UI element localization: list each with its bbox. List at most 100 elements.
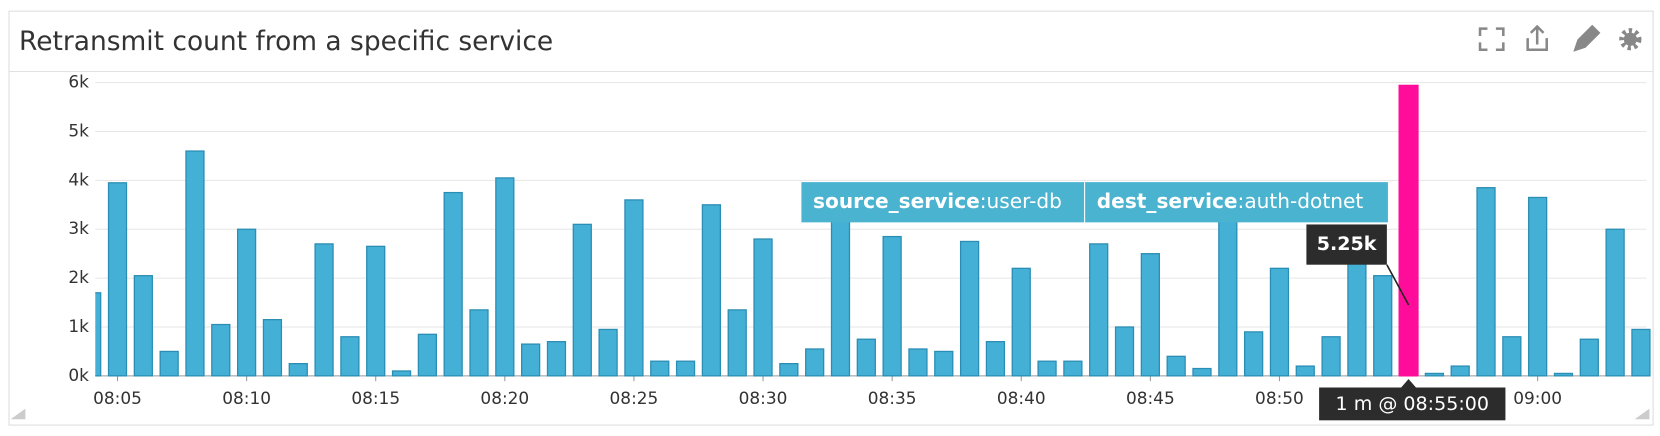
y-tick-label: 0k [68,365,89,385]
x-tick-label: 08:05 [93,388,142,408]
bar [1269,267,1290,377]
bar [133,275,153,377]
bar [779,363,799,377]
tag-key: source_service [813,189,980,213]
x-tick-label: 08:50 [1255,388,1304,408]
x-tick-label: 08:20 [480,388,529,408]
y-tick-label: 5k [68,120,89,140]
bar [572,223,592,377]
tag-text: source_service:user-db [813,189,1062,213]
bar [624,199,644,377]
bar [1011,267,1031,377]
bar [236,228,257,377]
export-icon[interactable] [1526,24,1548,52]
bar [1089,243,1109,377]
x-tick-label: 08:10 [222,388,271,408]
bar [1243,331,1264,377]
bar [1114,326,1135,377]
bar [1476,187,1496,377]
tag-value: :user-db [980,189,1062,213]
bar [1424,372,1445,377]
bar [753,238,773,377]
bar [443,191,463,377]
bar [908,348,928,377]
bar [1528,196,1548,377]
bar [1321,336,1341,377]
time-tooltip [1319,387,1506,421]
x-tick-label: 08:40 [997,388,1046,408]
x-tick-label: 08:25 [610,388,659,408]
bar [107,182,128,377]
bar [1140,253,1160,377]
bars [95,84,1651,377]
x-tick-label: 08:45 [1126,388,1175,408]
bar [417,333,437,377]
bar [469,309,489,377]
overlay: source_service:user-db dest_service:auth-… [801,182,1506,421]
value-tooltip [1306,224,1387,265]
bar [211,323,231,377]
bar [1579,338,1599,377]
bar [1218,204,1238,377]
bar [934,350,954,377]
bar [521,343,541,377]
bar [727,309,747,377]
bar [1166,355,1186,377]
y-tick-label: 2k [68,267,89,287]
bar [882,235,902,377]
bar [985,341,1006,377]
tag-chip [801,182,1085,223]
bar [1553,372,1574,377]
bar [598,328,618,377]
widget-title: Retransmit count from a specific service [19,26,553,57]
tag-key: dest_service [1097,189,1238,213]
bar [95,292,102,377]
bar [340,336,360,377]
header-icons [1478,24,1642,52]
tag-text: dest_service:auth-dotnet [1097,189,1364,213]
bar [959,240,980,377]
bar [1037,360,1057,377]
bar [314,243,334,377]
bar [675,360,696,377]
value-tooltip-label: 5.25k [1317,233,1378,255]
bar [1631,328,1651,377]
bar [391,370,412,377]
y-tick-label: 1k [68,316,89,336]
bar [701,204,722,377]
bar [159,350,179,377]
y-tick-label: 6k [68,72,89,92]
x-tick-label: 08:35 [868,388,917,408]
bar [1192,367,1212,377]
fullscreen-icon[interactable] [1478,27,1505,52]
tag-chip [1085,182,1388,223]
y-tick-label: 4k [68,169,89,189]
edit-icon[interactable] [1573,24,1601,52]
settings-icon[interactable] [1619,28,1642,51]
tag-value: :auth-dotnet [1238,189,1364,213]
tooltip-pointer [1386,264,1410,306]
bar [1502,336,1522,377]
x-tick-label: 09:00 [1513,388,1562,408]
bar [1063,360,1083,377]
bar [546,341,567,377]
x-tick-label: 08:15 [351,388,400,408]
bar [288,363,308,377]
bar [262,319,283,377]
time-tooltip-arrow [1401,379,1416,388]
time-tooltip-label: 1 m @ 08:55:00 [1336,393,1489,415]
bar [1605,228,1625,377]
bar [830,199,851,377]
x-tick-label: 08:30 [739,388,788,408]
bar [805,348,825,377]
bar [185,150,205,377]
y-tick-label: 3k [68,218,89,238]
bar [856,338,876,377]
bar [1295,365,1315,377]
bar [1450,365,1470,377]
bar [1347,253,1367,377]
grid: 0k 1k 2k 3k 4k 5k 6k 08:05 08:10 08:15 08:20 08:25 0… [68,72,1647,408]
bar [1398,118,1419,377]
